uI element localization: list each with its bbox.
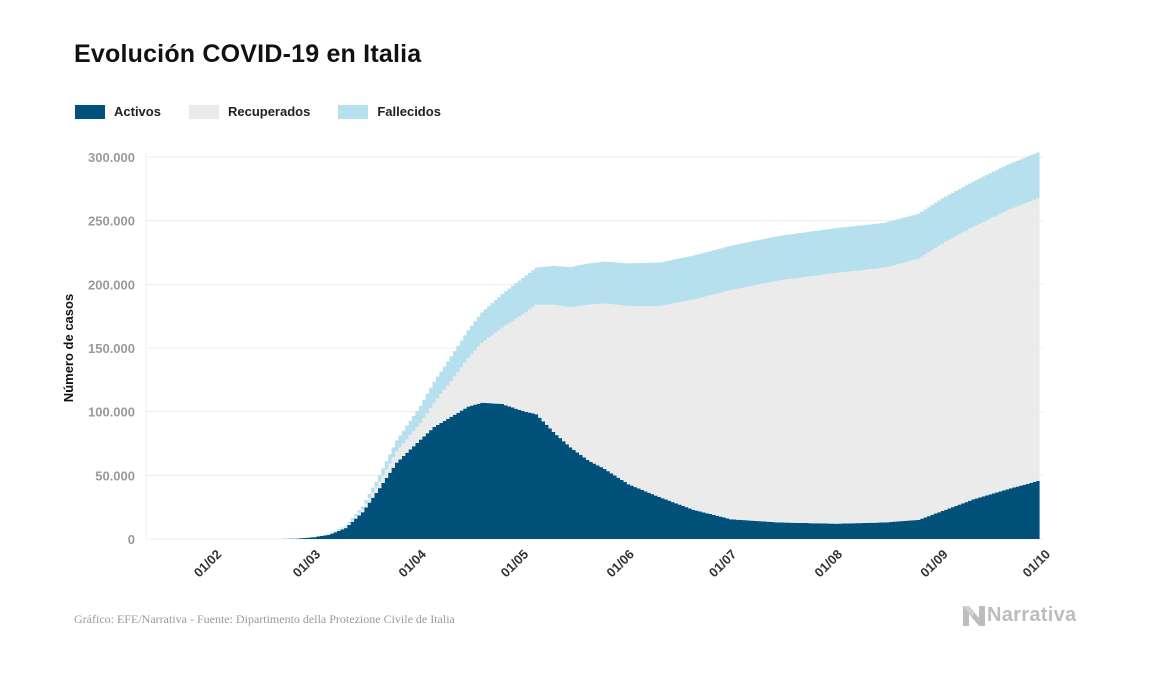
legend-swatch-recuperados xyxy=(188,104,219,119)
legend-item-activos: Activos xyxy=(75,104,161,119)
x-tick-label: 01/08 xyxy=(811,547,845,581)
x-tick-label: 01/05 xyxy=(498,547,532,581)
legend-swatch-activos xyxy=(75,104,105,119)
x-tick-label: 01/06 xyxy=(603,547,637,581)
x-tick-label: 01/09 xyxy=(917,547,951,581)
narrativa-logo-text: Narrativa xyxy=(987,604,1077,626)
area-series-recuperados xyxy=(279,198,1040,539)
x-tick-label: 01/04 xyxy=(395,546,429,580)
area-series-fallecidos xyxy=(279,152,1040,540)
legend-item-recuperados: Recuperados xyxy=(188,104,311,119)
chart-areas xyxy=(279,152,1040,540)
legend-item-fallecidos: Fallecidos xyxy=(338,104,441,119)
y-tick-label: 0 xyxy=(128,532,135,547)
legend-label-recuperados: Recuperados xyxy=(227,104,311,119)
legend-swatch-fallecidos xyxy=(338,104,369,119)
narrativa-logo: Narrativa xyxy=(963,604,1076,627)
source-note: Gráfico: EFE/Narrativa - Fuente: Diparti… xyxy=(74,612,455,626)
x-tick-label: 01/03 xyxy=(290,547,324,581)
chart-legend: Activos Recuperados Fallecidos xyxy=(75,104,469,119)
x-axis: 01/02 01/03 01/04 01/05 01/06 01/07 01/08 01/09… xyxy=(191,546,1053,580)
y-tick-label: 250.000 xyxy=(88,214,135,229)
legend-label-fallecidos: Fallecidos xyxy=(377,104,441,119)
area-series-activos xyxy=(279,402,1040,539)
y-axis-label: Número de casos xyxy=(61,294,76,402)
y-tick-label: 100.000 xyxy=(88,405,135,420)
y-tick-label: 200.000 xyxy=(88,277,135,292)
x-tick-label: 01/07 xyxy=(706,547,740,581)
chart-title: Evolución COVID-19 en Italia xyxy=(74,40,422,68)
narrativa-logo-icon xyxy=(963,605,985,626)
y-tick-label: 50.000 xyxy=(95,468,135,483)
x-tick-label: 01/02 xyxy=(191,547,225,581)
y-tick-label: 300.000 xyxy=(88,150,135,165)
x-tick-label: 01/10 xyxy=(1020,547,1054,581)
y-tick-label: 150.000 xyxy=(88,341,135,356)
legend-label-activos: Activos xyxy=(114,104,161,119)
y-axis: 0 50.000 100.000 150.000 200.000 250.000 300.0… xyxy=(88,150,135,547)
